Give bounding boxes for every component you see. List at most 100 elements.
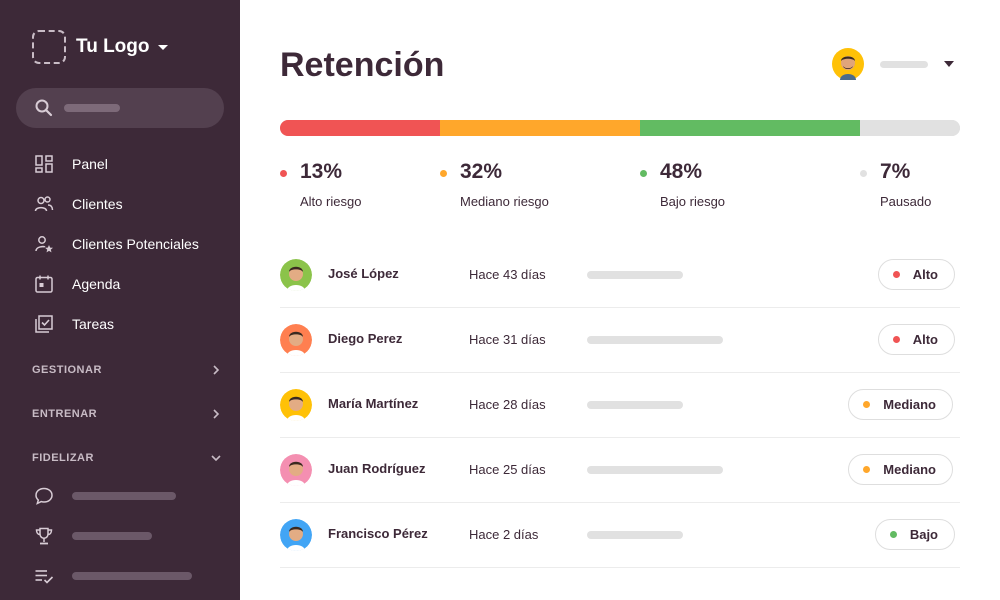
risk-dot xyxy=(863,466,871,473)
client-last-activity: Hace 25 días xyxy=(469,462,546,477)
risk-badge[interactable]: Mediano xyxy=(848,389,953,420)
sidebar-item-label: Clientes Potenciales xyxy=(72,236,199,252)
sidebar-item-tareas[interactable]: Tareas xyxy=(34,313,114,335)
stat-value: 13% xyxy=(300,160,343,183)
section-gestionar[interactable]: GESTIONAR xyxy=(32,362,222,378)
client-last-activity: Hace 43 días xyxy=(469,267,546,282)
progress-segment xyxy=(280,120,440,136)
client-activity-placeholder xyxy=(587,466,723,474)
search-input[interactable] xyxy=(16,88,224,128)
stat-dot xyxy=(440,170,447,177)
section-label: FIDELIZAR xyxy=(32,452,94,464)
row-divider xyxy=(280,307,960,308)
stat-label: Mediano riesgo xyxy=(460,194,549,209)
row-divider xyxy=(280,502,960,503)
risk-badge[interactable]: Bajo xyxy=(874,519,955,550)
subitem-placeholder xyxy=(72,532,152,540)
risk-badge[interactable]: Alto xyxy=(877,259,955,290)
risk-label: Mediano xyxy=(883,462,936,477)
client-name[interactable]: María Martínez xyxy=(328,396,419,411)
risk-badge[interactable]: Mediano xyxy=(848,454,953,485)
risk-label: Mediano xyxy=(883,397,936,412)
stat-dot xyxy=(280,170,287,177)
chevron-right-icon xyxy=(213,409,220,419)
progress-segment xyxy=(639,120,861,136)
sidebar-item-clientes-potenciales[interactable]: Clientes Potenciales xyxy=(34,233,199,255)
user-menu[interactable] xyxy=(832,48,954,80)
sidebar-item-label: Tareas xyxy=(72,316,115,332)
user-avatar xyxy=(832,48,864,80)
risk-label: Alto xyxy=(912,332,938,347)
progress-segment xyxy=(860,120,960,136)
section-label: GESTIONAR xyxy=(32,364,102,376)
row-divider xyxy=(280,437,960,438)
client-name[interactable]: Juan Rodríguez xyxy=(328,461,426,476)
risk-dot xyxy=(892,271,900,278)
user-star-icon xyxy=(35,236,53,253)
sidebar-item-label: Panel xyxy=(72,156,108,172)
chevron-down-icon xyxy=(211,455,221,462)
sidebar-subitem-playlist[interactable] xyxy=(34,566,192,586)
client-activity-placeholder xyxy=(587,531,683,539)
client-avatar xyxy=(280,259,312,291)
client-avatar xyxy=(280,324,312,356)
retention-progress-bar xyxy=(280,120,960,136)
risk-label: Alto xyxy=(912,267,938,282)
trophy-icon xyxy=(35,527,53,545)
risk-label: Bajo xyxy=(909,527,938,542)
client-last-activity: Hace 31 días xyxy=(469,332,546,347)
risk-dot xyxy=(889,531,897,538)
logo-text: Tu Logo xyxy=(76,36,150,57)
section-label: ENTRENAR xyxy=(32,408,98,420)
search-icon xyxy=(35,99,53,117)
client-avatar xyxy=(280,454,312,486)
stat-value: 7% xyxy=(880,160,911,183)
client-last-activity: Hace 28 días xyxy=(469,397,546,412)
stat-value: 32% xyxy=(460,160,503,183)
client-row[interactable]: María Martínez Hace 28 días Mediano xyxy=(280,373,960,438)
caret-down-icon xyxy=(944,61,954,67)
client-row[interactable]: José López Hace 43 días Alto xyxy=(280,243,960,308)
stat-value: 48% xyxy=(660,160,703,183)
risk-badge[interactable]: Alto xyxy=(877,324,955,355)
client-last-activity: Hace 2 días xyxy=(469,527,539,542)
sidebar-item-label: Agenda xyxy=(72,276,121,292)
section-entrenar[interactable]: ENTRENAR xyxy=(32,406,222,422)
client-row[interactable]: Francisco Pérez Hace 2 días Bajo xyxy=(280,503,960,568)
users-icon xyxy=(34,196,54,212)
progress-segment xyxy=(439,120,640,136)
row-divider xyxy=(280,372,960,373)
risk-dot xyxy=(863,401,871,408)
page-title: Retención xyxy=(280,46,445,84)
client-row[interactable]: Juan Rodríguez Hace 25 días Mediano xyxy=(280,438,960,503)
stat-dot xyxy=(860,170,867,177)
client-name[interactable]: Diego Perez xyxy=(328,331,403,346)
checklist-icon xyxy=(35,315,53,333)
chat-icon xyxy=(35,487,53,505)
sidebar-item-label: Clientes xyxy=(72,196,123,212)
client-row[interactable]: Diego Perez Hace 31 días Alto xyxy=(280,308,960,373)
client-activity-placeholder xyxy=(587,271,683,279)
subitem-placeholder xyxy=(72,572,192,580)
client-name[interactable]: José López xyxy=(328,266,399,281)
sidebar-item-panel[interactable]: Panel xyxy=(34,153,108,175)
logo-placeholder-icon xyxy=(32,30,66,64)
dashboard-icon xyxy=(35,155,53,173)
sidebar-item-clientes[interactable]: Clientes xyxy=(34,193,123,215)
client-name[interactable]: Francisco Pérez xyxy=(328,526,428,541)
chevron-right-icon xyxy=(213,365,220,375)
sidebar-subitem-chat[interactable] xyxy=(34,486,176,506)
logo-menu[interactable]: Tu Logo xyxy=(32,30,168,64)
section-fidelizar[interactable]: FIDELIZAR xyxy=(32,450,222,466)
client-activity-placeholder xyxy=(587,336,723,344)
stat-label: Pausado xyxy=(880,194,932,209)
stat-dot xyxy=(640,170,647,177)
sidebar-subitem-trophy[interactable] xyxy=(34,526,152,546)
client-avatar xyxy=(280,519,312,551)
risk-dot xyxy=(892,336,900,343)
sidebar-item-agenda[interactable]: Agenda xyxy=(34,273,120,295)
caret-down-icon xyxy=(157,44,168,50)
stat-label: Alto riesgo xyxy=(300,194,362,209)
subitem-placeholder xyxy=(72,492,176,500)
calendar-icon xyxy=(35,275,53,293)
